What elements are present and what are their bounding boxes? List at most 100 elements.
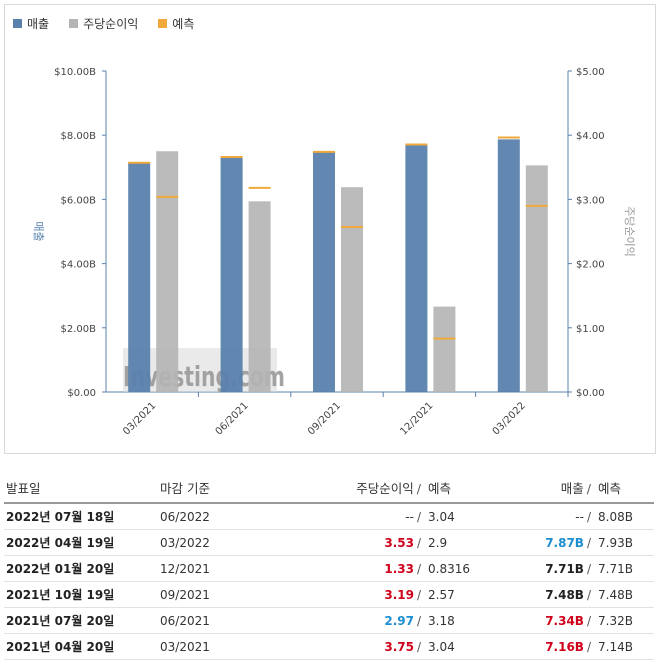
eps-bar <box>156 151 179 392</box>
revenue-separator: / <box>586 639 591 654</box>
eps-actual-value: 1.33 <box>384 561 414 576</box>
x-tick-label: 09/2021 <box>306 400 343 437</box>
revenue-actual-cell: 7.71B / <box>500 555 596 582</box>
eps-actual-value: -- <box>405 509 414 524</box>
legend-item-eps[interactable]: 주당순이익 <box>69 15 138 32</box>
period-cell: 06/2021 <box>158 607 282 634</box>
announce-date-cell: 2021년 10월 19일 <box>4 581 158 608</box>
revenue-actual-value: 7.34B <box>545 613 584 628</box>
table-row: 2022년 01월 20일 12/2021 1.33/0.8316 7.71B/7.7… <box>4 555 654 582</box>
right-tick-label: $1.00 <box>576 324 605 335</box>
left-tick-label: $10.00B <box>54 67 96 78</box>
eps-separator: / <box>416 561 421 576</box>
col-eps-label: 주당순이익 <box>356 481 414 496</box>
eps-forecast-cell: 3.04 <box>426 503 500 530</box>
eps-bar <box>248 201 271 392</box>
table-row: 2022년 07월 18일 06/2022 --/3.04 --/8.08B <box>4 503 654 530</box>
eps-bar <box>341 187 363 392</box>
left-tick-label: $6.00B <box>61 195 97 206</box>
eps-forecast-cell: 2.57 <box>426 581 500 608</box>
revenue-actual-value: 7.48B <box>545 587 584 602</box>
table-row: 2021년 04월 20일 03/2021 3.75/3.04 7.16B/7.14B <box>4 633 654 660</box>
table-row: 2021년 10월 19일 09/2021 3.19/2.57 7.48B/7.48B <box>4 581 654 608</box>
revenue-swatch <box>13 19 22 28</box>
eps-forecast-cell: 0.8316 <box>426 555 500 582</box>
announce-date-cell: 2022년 07월 18일 <box>4 503 158 530</box>
eps-separator: / <box>416 587 421 602</box>
col-revenue-sep: / <box>586 481 591 496</box>
revenue-bar <box>313 151 335 392</box>
revenue-actual-cell: 7.87B / <box>500 529 596 556</box>
revenue-separator: / <box>586 509 591 524</box>
eps-separator: / <box>416 535 421 550</box>
chart-legend: 매출 주당순이익 예측 <box>13 15 194 32</box>
revenue-actual-cell: 7.34B / <box>500 607 596 634</box>
revenue-actual-value: 7.16B <box>545 639 584 654</box>
eps-actual-value: 3.75 <box>384 639 414 654</box>
revenue-forecast-cell: 7.71B <box>596 555 654 582</box>
revenue-actual-cell: 7.16B / <box>500 633 596 660</box>
col-revenue[interactable]: 매출 / <box>500 472 596 504</box>
legend-item-revenue[interactable]: 매출 <box>13 15 49 32</box>
legend-label-forecast: 예측 <box>172 17 195 31</box>
revenue-forecast-cell: 7.14B <box>596 633 654 660</box>
eps-actual-value: 3.53 <box>384 535 414 550</box>
eps-separator: / <box>416 639 421 654</box>
revenue-forecast-cell: 8.08B <box>596 503 654 530</box>
period-cell: 03/2021 <box>158 633 282 660</box>
table-row: 2022년 04월 19일 03/2022 3.53/2.9 7.87B/7.93B <box>4 529 654 556</box>
eps-actual-cell: 1.33/ <box>282 555 426 582</box>
x-tick-label: 06/2021 <box>214 400 251 437</box>
revenue-bar <box>128 162 151 392</box>
chart-plot: $0.00 $2.00B $4.00B $6.00B $8.00B $10.00B $0.0… <box>32 67 636 437</box>
revenue-actual-value: 7.71B <box>545 561 584 576</box>
announce-date-cell: 2022년 04월 19일 <box>4 529 158 556</box>
right-axis-title: 주당순이익 <box>623 206 636 257</box>
eps-forecast-cell: 2.9 <box>426 529 500 556</box>
eps-separator: / <box>416 509 421 524</box>
revenue-bar <box>220 156 243 392</box>
announce-date-cell: 2021년 07월 20일 <box>4 607 158 634</box>
revenue-separator: / <box>586 587 591 602</box>
right-tick-label: $0.00 <box>576 388 605 399</box>
right-tick-label: $5.00 <box>576 67 605 78</box>
eps-actual-cell: -- / <box>282 503 426 530</box>
legend-label-revenue: 매출 <box>27 17 50 31</box>
legend-item-forecast[interactable]: 예측 <box>158 15 194 32</box>
revenue-actual-cell: 7.48B / <box>500 581 596 608</box>
col-announce-date[interactable]: 발표일 <box>4 472 158 504</box>
revenue-separator: / <box>586 535 591 550</box>
period-cell: 06/2022 <box>158 503 282 530</box>
left-tick-label: $8.00B <box>61 131 97 142</box>
period-cell: 09/2021 <box>158 581 282 608</box>
eps-bar <box>525 165 548 392</box>
table-header-row: 발표일 마감 기준 주당순이익 / 예측 매출 / 예측 <box>4 472 654 504</box>
col-eps-forecast[interactable]: 예측 <box>426 472 500 504</box>
legend-label-eps: 주당순이익 <box>83 17 139 31</box>
col-revenue-forecast[interactable]: 예측 <box>596 472 654 504</box>
earnings-table: 발표일 마감 기준 주당순이익 / 예측 매출 / 예측 2022년 07월 18일… <box>4 472 654 660</box>
eps-forecast-cell: 3.18 <box>426 607 500 634</box>
eps-separator: / <box>416 613 421 628</box>
col-period-end[interactable]: 마감 기준 <box>158 472 282 504</box>
revenue-forecast-cell: 7.93B <box>596 529 654 556</box>
col-eps-sep: / <box>416 481 421 496</box>
table-body: 2022년 07월 18일 06/2022 --/3.04 --/8.08B 2022년… <box>4 503 654 660</box>
revenue-separator: / <box>586 561 591 576</box>
left-tick-label: $4.00B <box>61 260 97 271</box>
eps-actual-cell: 2.97/ <box>282 607 426 634</box>
eps-forecast-cell: 3.04 <box>426 633 500 660</box>
col-eps[interactable]: 주당순이익 / <box>282 472 426 504</box>
announce-date-cell: 2022년 01월 20일 <box>4 555 158 582</box>
eps-actual-cell: 3.53/ <box>282 529 426 556</box>
col-revenue-label: 매출 <box>560 481 584 496</box>
right-tick-label: $4.00 <box>576 131 605 142</box>
right-tick-label: $2.00 <box>576 260 605 271</box>
announce-date-cell: 2021년 04월 20일 <box>4 633 158 660</box>
left-axis-title: 매출 <box>32 221 45 241</box>
eps-actual-cell: 3.19/ <box>282 581 426 608</box>
left-tick-label: $2.00B <box>61 324 97 335</box>
period-cell: 12/2021 <box>158 555 282 582</box>
x-tick-label: 03/2022 <box>491 400 528 437</box>
revenue-bar <box>405 144 428 392</box>
